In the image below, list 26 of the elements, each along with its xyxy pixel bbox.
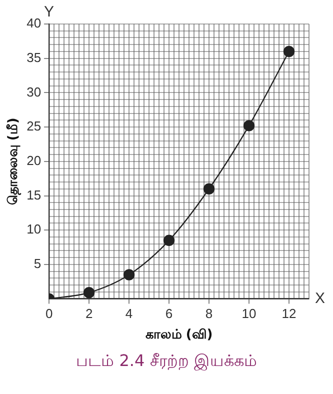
x-tick-label: 6 bbox=[165, 306, 173, 322]
text: படம் 2.4 சீரற்ற இயக்கம் bbox=[75, 351, 258, 372]
y-tick-label: 20 bbox=[26, 152, 42, 168]
point bbox=[243, 120, 255, 132]
point bbox=[283, 46, 295, 58]
x-tick-label: 8 bbox=[205, 306, 213, 322]
y-tick-label: 25 bbox=[26, 118, 42, 134]
x-tick-label: 10 bbox=[242, 306, 256, 322]
point bbox=[163, 234, 175, 246]
y-tick-label: 5 bbox=[34, 256, 42, 272]
point bbox=[123, 269, 135, 280]
x-tick-label: 12 bbox=[282, 306, 296, 322]
text: X bbox=[315, 290, 326, 307]
y-tick-label: 10 bbox=[26, 222, 42, 237]
y-axis-title: தொலைவு (மீ) bbox=[5, 118, 22, 206]
point bbox=[203, 183, 215, 194]
y-tick-label: 15 bbox=[26, 187, 42, 202]
x-tick-label: 4 bbox=[125, 306, 133, 322]
point bbox=[83, 287, 95, 298]
y-tick-label: 30 bbox=[26, 84, 42, 100]
x-tick-label: 0 bbox=[45, 306, 53, 322]
x-axis-title: காலம் (வி) bbox=[145, 328, 213, 343]
y-tick-label: 35 bbox=[26, 50, 42, 65]
y-tick-label: 40 bbox=[26, 16, 42, 31]
text: Y bbox=[44, 4, 54, 21]
x-tick-label: 2 bbox=[85, 306, 93, 322]
